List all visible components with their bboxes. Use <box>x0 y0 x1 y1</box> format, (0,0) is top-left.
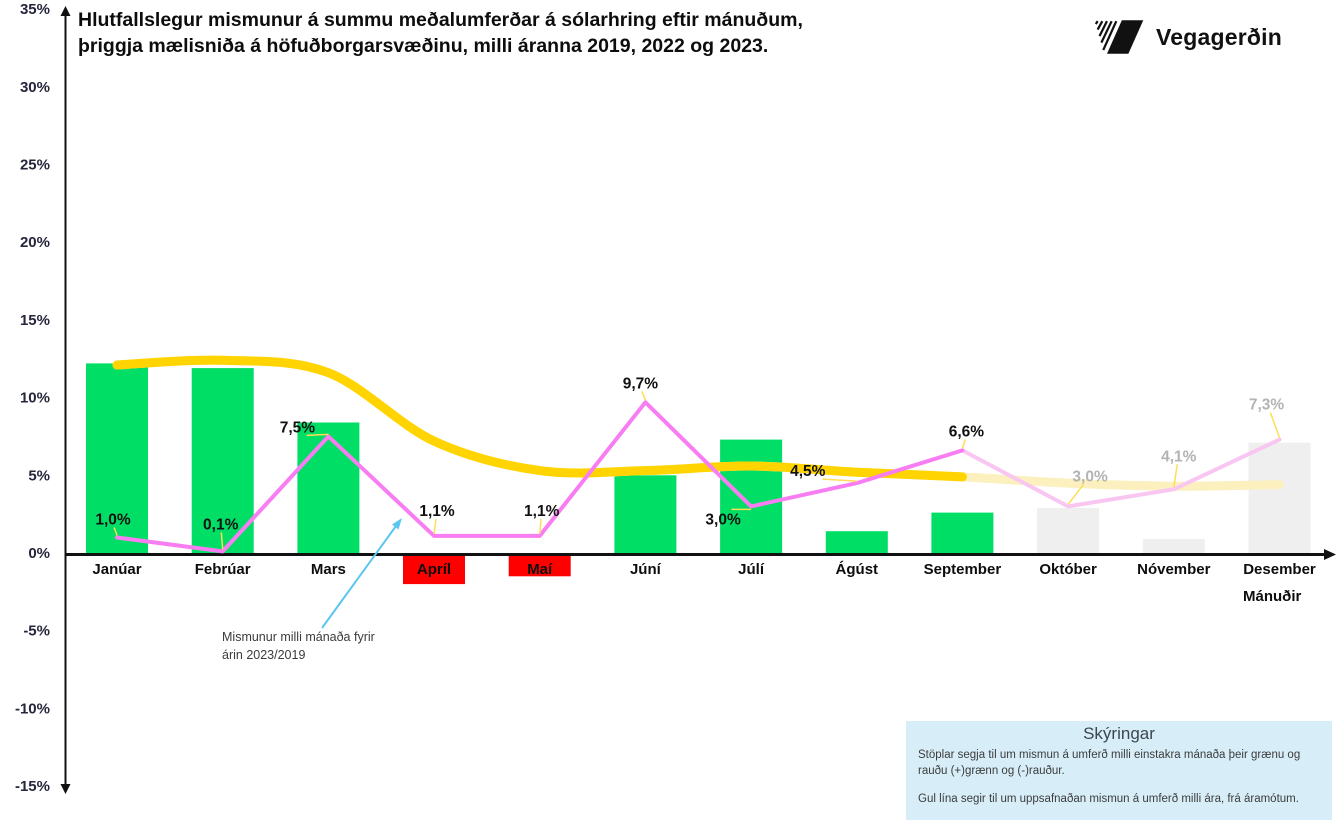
bar-oktober <box>1037 507 1100 553</box>
bar-september <box>931 512 994 553</box>
y-tick-label--15: -15% <box>15 778 50 795</box>
vegagerdin-logo-icon <box>1094 20 1144 54</box>
annotation-arrow-head <box>392 518 402 530</box>
y-tick-label--5: -5% <box>23 623 50 640</box>
bar-november <box>1142 539 1205 553</box>
y-tick-label-35: 35% <box>20 1 50 18</box>
x-axis-arrow <box>1324 549 1336 560</box>
monthly-line-annotation: Mismunur milli mánaða fyrir árin 2023/20… <box>222 629 375 664</box>
data-label-leader-desember <box>1269 412 1281 438</box>
x-label-agust: Ágúst <box>836 561 879 578</box>
vegagerdin-logo: Vegagerðin <box>1093 16 1282 58</box>
data-label-november: 4,1% <box>1161 448 1197 465</box>
annotation-line2: árin 2023/2019 <box>222 647 306 662</box>
bar-desember <box>1248 442 1311 553</box>
data-label-februar: 0,1% <box>203 516 239 533</box>
y-tick-label-15: 15% <box>20 312 50 329</box>
y-tick-label-20: 20% <box>20 234 50 251</box>
y-tick-label--10: -10% <box>15 700 50 717</box>
data-label-mars: 7,5% <box>280 419 316 436</box>
y-tick-label-0: 0% <box>28 545 50 562</box>
data-label-agust: 4,5% <box>790 463 826 480</box>
data-label-leader-februar <box>220 532 224 550</box>
x-label-januar: Janúar <box>92 561 141 578</box>
legend-explanation-box: Skýringar Stöplar segja til um mismun á … <box>906 721 1332 820</box>
x-label-mars: Mars <box>311 561 346 578</box>
x-label-februar: Febrúar <box>195 561 251 578</box>
data-label-januar: 1,0% <box>95 512 131 529</box>
legend-title: Skýringar <box>1083 724 1155 743</box>
monthly-line-projected <box>960 437 1282 509</box>
x-label-april: Apríl <box>417 561 451 578</box>
data-label-leader-oktober <box>1067 483 1085 505</box>
data-label-leader-januar <box>113 527 118 536</box>
data-label-leader-november <box>1173 464 1179 488</box>
data-label-leader-agust <box>822 478 857 482</box>
vegagerdin-logo-text: Vegagerðin <box>1156 23 1282 50</box>
data-label-leader-juni <box>641 391 647 401</box>
legend-paragraph-bars: Stöplar segja til um mismun á umferð mil… <box>918 749 1301 777</box>
data-label-desember: 7,3% <box>1249 397 1285 414</box>
data-label-mai: 1,1% <box>524 503 560 520</box>
bar-juni <box>614 475 677 553</box>
data-label-juni: 9,7% <box>623 375 659 392</box>
data-label-september: 6,6% <box>949 423 985 440</box>
bar-juli <box>720 439 783 553</box>
data-label-april: 1,1% <box>419 503 455 520</box>
x-label-mai: Maí <box>527 561 553 578</box>
data-label-leader-mars <box>306 433 329 437</box>
data-label-oktober: 3,0% <box>1072 468 1108 485</box>
cumulative-line <box>112 355 967 482</box>
y-axis-up-arrow <box>60 6 71 16</box>
legend-paragraph-line: Gul lína segir til um uppsafnaðan mismun… <box>918 793 1299 806</box>
x-label-oktober: Október <box>1039 561 1097 578</box>
annotation-arrow-line <box>321 525 397 629</box>
annotation-line1: Mismunur milli mánaða fyrir <box>222 630 375 644</box>
bar-mai <box>508 555 571 577</box>
data-label-juli: 3,0% <box>705 511 741 528</box>
y-tick-label-30: 30% <box>20 79 50 96</box>
y-tick-label-5: 5% <box>28 467 50 484</box>
bar-januar <box>86 363 148 553</box>
x-label-desember: Desember <box>1243 561 1316 578</box>
x-axis-title: Mánuðir <box>1243 588 1302 605</box>
x-label-juni: Júní <box>630 561 662 578</box>
data-label-leader-mai <box>538 518 542 534</box>
chart-title: Hlutfallslegur mismunur á summu meðalumf… <box>78 9 803 57</box>
data-label-leader-april <box>433 518 437 535</box>
bar-februar <box>191 368 254 553</box>
y-tick-label-10: 10% <box>20 390 50 407</box>
y-tick-label-25: 25% <box>20 157 50 174</box>
bar-mars <box>297 422 360 553</box>
bar-agust <box>825 531 888 553</box>
x-label-september: September <box>924 561 1002 578</box>
x-label-november: Nóvember <box>1137 561 1211 578</box>
data-label-leader-september <box>961 439 966 449</box>
y-axis-down-arrow <box>60 784 71 794</box>
monthly-line <box>115 400 965 554</box>
bar-april <box>403 555 465 585</box>
x-label-juli: Júlí <box>738 561 765 578</box>
